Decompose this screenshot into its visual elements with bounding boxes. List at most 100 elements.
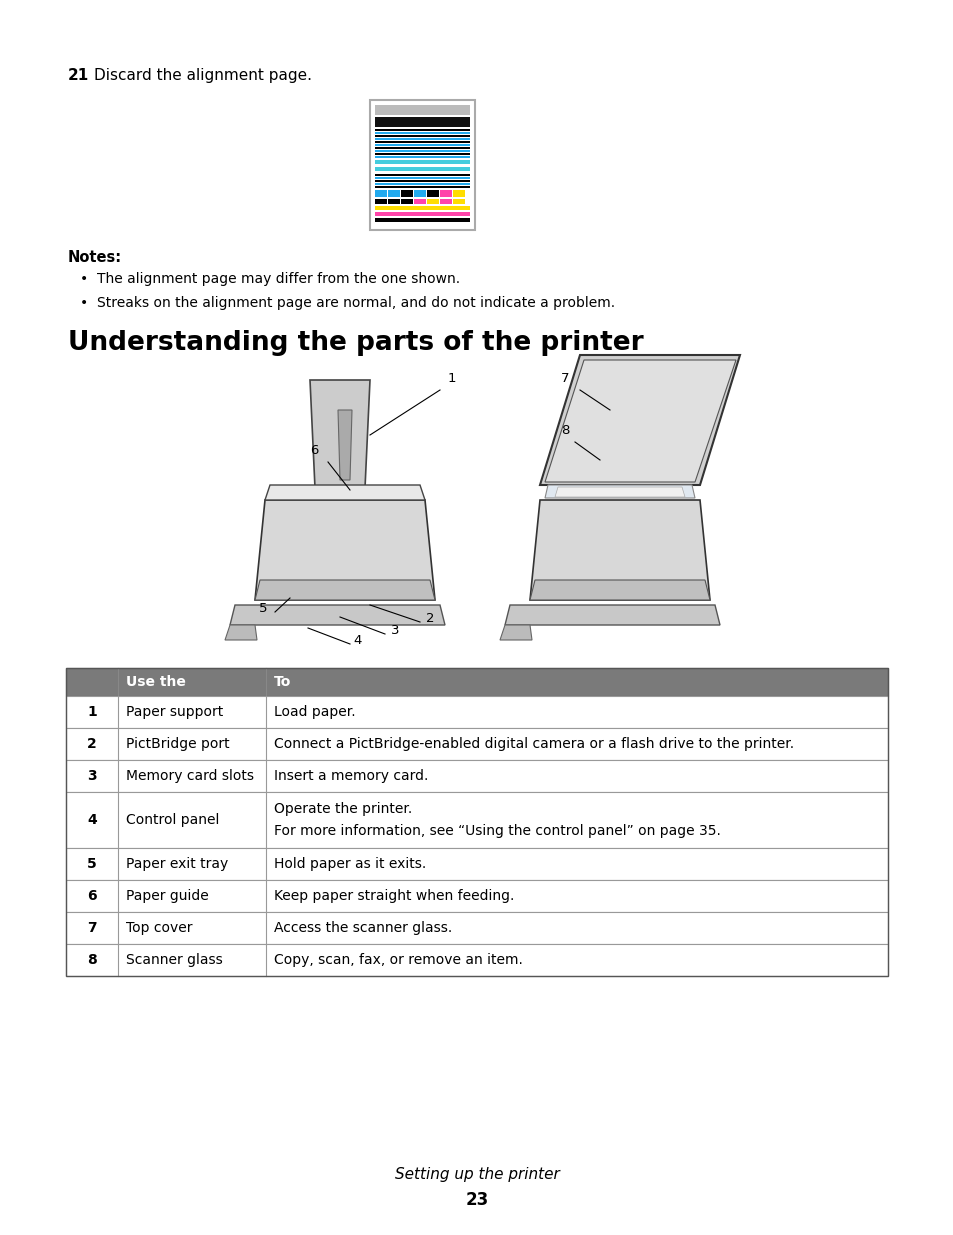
- Bar: [375, 153, 470, 156]
- Text: 7: 7: [87, 921, 96, 935]
- Bar: [375, 199, 387, 204]
- Text: PictBridge port: PictBridge port: [126, 737, 230, 751]
- Text: 8: 8: [87, 953, 97, 967]
- Text: Paper support: Paper support: [126, 705, 223, 719]
- Bar: [388, 199, 399, 204]
- Bar: [66, 792, 887, 848]
- Text: 1: 1: [447, 372, 456, 384]
- Bar: [375, 212, 470, 216]
- Text: Use the: Use the: [126, 676, 186, 689]
- Polygon shape: [555, 487, 684, 496]
- Bar: [66, 944, 887, 976]
- Bar: [400, 199, 413, 204]
- Bar: [375, 161, 470, 164]
- Bar: [375, 190, 387, 198]
- Polygon shape: [539, 354, 740, 485]
- Bar: [66, 911, 887, 944]
- Bar: [375, 135, 470, 137]
- Bar: [453, 199, 464, 204]
- Bar: [427, 190, 438, 198]
- Bar: [388, 190, 399, 198]
- Text: To: To: [274, 676, 291, 689]
- Polygon shape: [225, 625, 256, 640]
- Text: 5: 5: [258, 601, 267, 615]
- Text: Scanner glass: Scanner glass: [126, 953, 222, 967]
- Text: For more information, see “Using the control panel” on page 35.: For more information, see “Using the con…: [274, 824, 720, 839]
- Text: Setting up the printer: Setting up the printer: [395, 1167, 558, 1182]
- Polygon shape: [544, 359, 735, 482]
- Bar: [439, 190, 452, 198]
- Bar: [66, 848, 887, 881]
- Bar: [375, 138, 470, 140]
- Bar: [375, 128, 470, 131]
- Text: Access the scanner glass.: Access the scanner glass.: [274, 921, 452, 935]
- Bar: [375, 117, 470, 127]
- Polygon shape: [310, 380, 370, 488]
- Bar: [453, 190, 464, 198]
- Text: Top cover: Top cover: [126, 921, 193, 935]
- Bar: [66, 697, 887, 727]
- Text: 1: 1: [87, 705, 97, 719]
- Text: Hold paper as it exits.: Hold paper as it exits.: [274, 857, 426, 871]
- Text: Copy, scan, fax, or remove an item.: Copy, scan, fax, or remove an item.: [274, 953, 522, 967]
- Text: Discard the alignment page.: Discard the alignment page.: [94, 68, 312, 83]
- Text: Paper guide: Paper guide: [126, 889, 209, 903]
- Text: 21: 21: [68, 68, 90, 83]
- Text: 3: 3: [391, 624, 399, 636]
- Polygon shape: [504, 605, 720, 625]
- Text: Control panel: Control panel: [126, 813, 219, 827]
- Bar: [370, 100, 475, 230]
- Bar: [439, 199, 452, 204]
- Bar: [414, 199, 426, 204]
- Polygon shape: [254, 580, 435, 600]
- Text: 7: 7: [560, 372, 569, 384]
- Polygon shape: [337, 410, 352, 480]
- Polygon shape: [265, 485, 424, 500]
- Bar: [375, 132, 470, 135]
- Bar: [66, 760, 887, 792]
- Polygon shape: [530, 580, 709, 600]
- Text: 2: 2: [425, 611, 434, 625]
- Text: 5: 5: [87, 857, 97, 871]
- Text: 8: 8: [560, 424, 569, 436]
- Text: Paper exit tray: Paper exit tray: [126, 857, 228, 871]
- Polygon shape: [544, 485, 695, 498]
- Bar: [375, 180, 470, 182]
- Bar: [375, 177, 470, 179]
- Bar: [375, 156, 470, 158]
- Bar: [66, 668, 887, 976]
- Bar: [375, 144, 470, 146]
- Polygon shape: [230, 605, 444, 625]
- Bar: [400, 190, 413, 198]
- Bar: [375, 105, 470, 115]
- Bar: [375, 141, 470, 143]
- Bar: [375, 149, 470, 152]
- Text: 23: 23: [465, 1191, 488, 1209]
- Text: Keep paper straight when feeding.: Keep paper straight when feeding.: [274, 889, 514, 903]
- Text: 6: 6: [310, 443, 318, 457]
- Text: Operate the printer.: Operate the printer.: [274, 802, 412, 816]
- Text: Memory card slots: Memory card slots: [126, 769, 253, 783]
- Bar: [427, 199, 438, 204]
- Text: Understanding the parts of the printer: Understanding the parts of the printer: [68, 330, 643, 356]
- Text: 4: 4: [354, 634, 362, 646]
- Bar: [66, 727, 887, 760]
- Polygon shape: [530, 500, 709, 600]
- Bar: [375, 219, 470, 222]
- Bar: [375, 147, 470, 149]
- Text: 3: 3: [87, 769, 96, 783]
- Text: 2: 2: [87, 737, 97, 751]
- Bar: [375, 174, 470, 177]
- Text: Notes:: Notes:: [68, 249, 122, 266]
- Bar: [414, 190, 426, 198]
- Bar: [375, 186, 470, 188]
- Bar: [66, 881, 887, 911]
- Text: •  Streaks on the alignment page are normal, and do not indicate a problem.: • Streaks on the alignment page are norm…: [80, 296, 615, 310]
- Text: 4: 4: [87, 813, 97, 827]
- Bar: [375, 206, 470, 210]
- Polygon shape: [254, 500, 435, 600]
- Bar: [375, 183, 470, 185]
- Text: 6: 6: [87, 889, 96, 903]
- Bar: [66, 668, 887, 697]
- Bar: [375, 167, 470, 170]
